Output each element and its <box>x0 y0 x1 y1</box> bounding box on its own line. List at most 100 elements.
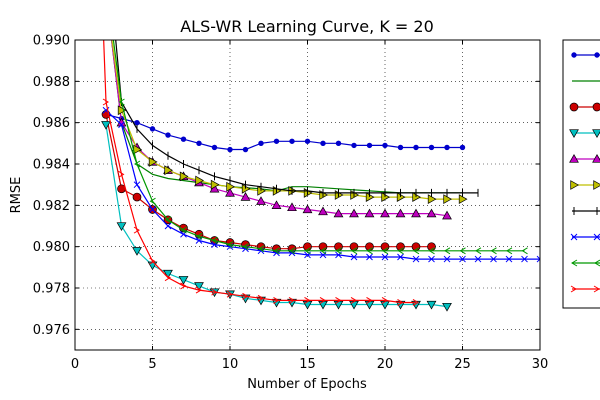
data-point <box>288 296 295 304</box>
data-point <box>351 142 357 149</box>
data-point <box>397 299 404 306</box>
data-point <box>459 247 466 255</box>
data-point <box>364 208 375 218</box>
data-point <box>226 181 236 192</box>
data-point <box>165 216 172 224</box>
data-point <box>412 255 420 263</box>
y-tick-label: 0.978 <box>33 282 70 297</box>
data-point <box>475 247 482 255</box>
data-point <box>570 285 577 293</box>
data-point <box>571 259 578 267</box>
data-point <box>395 208 406 218</box>
legend-entry-4 <box>569 129 600 139</box>
data-point <box>427 194 437 205</box>
data-point <box>164 222 172 230</box>
data-point <box>133 226 140 234</box>
data-point <box>592 102 600 112</box>
series-1 <box>103 111 466 153</box>
data-point <box>569 129 579 139</box>
legend-entry-3 <box>569 102 600 112</box>
data-point <box>273 247 280 255</box>
data-point <box>118 170 125 178</box>
y-tick-label: 0.986 <box>33 116 70 131</box>
data-point <box>592 129 600 139</box>
data-point <box>397 253 404 261</box>
data-point <box>380 208 390 218</box>
series-line <box>105 114 432 250</box>
data-point <box>366 142 373 149</box>
data-point <box>444 247 451 255</box>
y-tick-label: 0.984 <box>33 158 70 173</box>
data-point <box>149 197 156 205</box>
data-point <box>442 302 452 312</box>
data-point <box>335 140 342 147</box>
data-point <box>227 241 234 249</box>
data-point <box>165 132 171 138</box>
data-point <box>397 247 404 255</box>
data-point <box>304 296 311 304</box>
data-point <box>302 204 313 214</box>
data-point <box>366 296 373 304</box>
data-point <box>211 237 218 244</box>
data-point <box>117 105 127 116</box>
data-point <box>273 138 280 144</box>
legend-entry-10 <box>570 285 600 293</box>
data-point <box>163 269 173 279</box>
data-point <box>225 187 235 197</box>
data-point <box>319 296 326 304</box>
data-point <box>304 247 311 255</box>
data-point <box>132 247 142 256</box>
y-axis-label: RMSE <box>9 177 24 214</box>
data-point <box>164 274 171 282</box>
data-point <box>101 121 111 130</box>
legend-entry-7 <box>572 207 600 215</box>
data-point <box>459 144 466 151</box>
x-tick-label: 5 <box>148 357 156 372</box>
data-point <box>571 52 577 58</box>
data-point <box>164 165 174 176</box>
data-point <box>258 245 265 253</box>
data-point <box>592 153 600 163</box>
data-point <box>240 192 251 201</box>
data-point <box>570 180 580 190</box>
series-layer <box>101 40 540 312</box>
data-point <box>413 247 420 255</box>
data-point <box>194 282 204 291</box>
data-point <box>257 294 264 302</box>
data-point <box>428 247 435 255</box>
x-tick-label: 15 <box>299 357 316 372</box>
x-tick-label: 20 <box>377 357 394 372</box>
data-point <box>289 247 296 255</box>
data-point <box>411 208 421 218</box>
data-point <box>179 171 189 182</box>
data-point <box>412 299 419 306</box>
data-point <box>242 146 249 153</box>
legend <box>562 39 600 309</box>
legend-frame <box>562 39 600 309</box>
data-point <box>211 288 218 296</box>
data-point <box>459 255 466 263</box>
data-point <box>256 196 266 205</box>
data-point <box>458 194 468 205</box>
data-point <box>443 255 451 263</box>
x-axis-label: Number of Epochs <box>247 377 367 392</box>
data-point <box>180 282 187 290</box>
data-point <box>242 292 249 300</box>
data-point <box>349 208 359 218</box>
data-point <box>258 140 264 147</box>
chart-title: ALS-WR Learning Curve, K = 20 <box>180 17 434 36</box>
data-point <box>318 206 328 216</box>
data-point <box>569 153 579 163</box>
data-point <box>593 233 600 241</box>
y-tick-label: 0.988 <box>33 75 70 90</box>
data-point <box>443 194 453 205</box>
series-line <box>103 40 416 304</box>
data-point <box>134 160 141 168</box>
data-point <box>506 247 513 255</box>
data-point <box>490 255 497 263</box>
x-tick-label: 10 <box>222 357 239 372</box>
data-point <box>149 126 156 132</box>
data-point <box>594 52 600 58</box>
data-point <box>333 208 344 218</box>
